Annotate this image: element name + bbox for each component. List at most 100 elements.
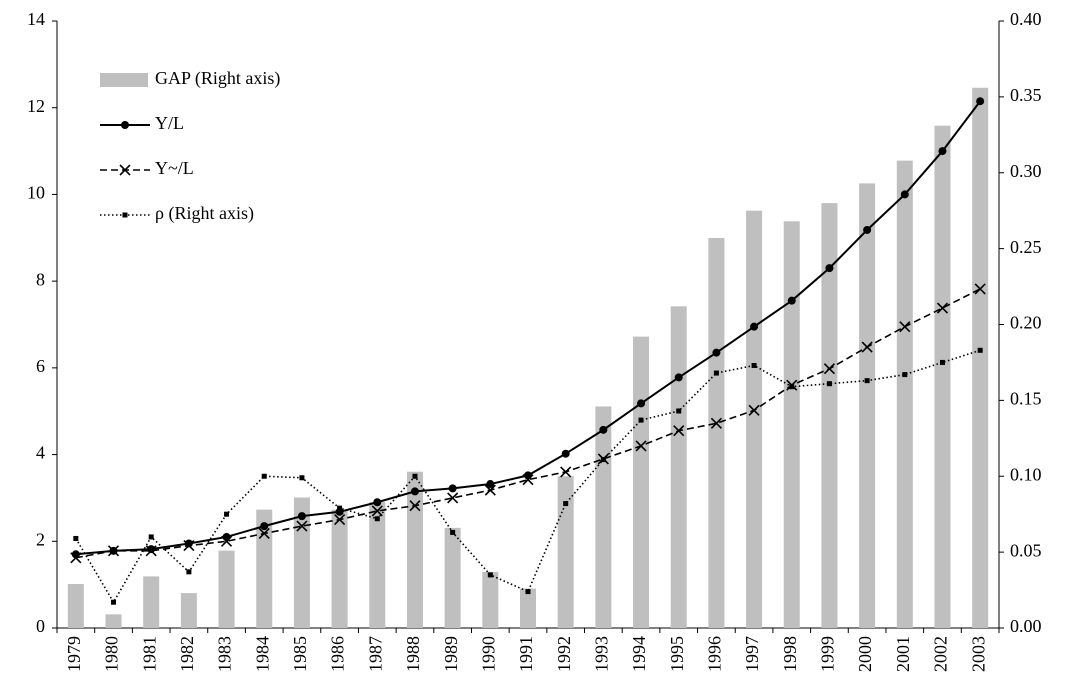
marker <box>111 599 117 605</box>
legend-marker <box>122 212 128 218</box>
bar <box>482 571 499 628</box>
bar <box>218 550 235 628</box>
marker <box>371 505 383 517</box>
y2-tick-label: 0.20 <box>1010 313 1042 333</box>
marker <box>635 440 647 452</box>
marker <box>563 501 569 507</box>
x-tick-label: 1984 <box>252 636 272 672</box>
marker <box>825 264 834 273</box>
marker <box>638 417 644 423</box>
marker <box>561 449 570 458</box>
bar <box>143 576 160 628</box>
bar <box>670 306 687 628</box>
bar <box>444 527 461 628</box>
marker <box>826 381 832 387</box>
y-tick-label: 10 <box>27 183 45 203</box>
marker <box>487 572 493 578</box>
bar <box>746 210 763 628</box>
legend-label: Y/L <box>155 113 184 133</box>
bar <box>557 476 574 628</box>
legend-marker <box>119 164 131 176</box>
marker <box>183 540 195 552</box>
y2-tick-label: 0.10 <box>1010 464 1042 484</box>
marker <box>447 492 459 504</box>
marker <box>787 296 796 305</box>
marker <box>710 417 722 429</box>
x-tick-label: 1997 <box>742 636 762 672</box>
marker <box>70 552 82 564</box>
marker <box>450 529 456 535</box>
bar <box>896 160 913 629</box>
marker <box>823 363 836 375</box>
marker <box>976 97 985 106</box>
marker <box>186 569 192 575</box>
bar <box>972 87 989 628</box>
y-tick-label: 0 <box>36 616 45 636</box>
bar <box>633 336 650 628</box>
x-tick-label: 2001 <box>893 636 913 672</box>
x-tick-label: 1989 <box>441 636 461 672</box>
marker <box>522 474 534 486</box>
marker <box>412 473 418 479</box>
x-tick-label: 2002 <box>931 636 951 672</box>
y2-tick-label: 0.25 <box>1010 237 1042 257</box>
x-tick-label: 1986 <box>328 636 348 672</box>
bar <box>331 509 348 628</box>
y-tick-label: 8 <box>36 269 45 289</box>
x-tick-label: 1979 <box>64 636 84 672</box>
marker <box>220 535 233 547</box>
marker <box>410 487 419 496</box>
marker <box>748 404 760 416</box>
x-tick-label: 1983 <box>215 636 235 672</box>
x-tick-label: 1994 <box>629 636 649 672</box>
legend-label: GAP (Right axis) <box>155 68 280 89</box>
marker <box>864 378 870 384</box>
marker <box>560 466 572 478</box>
y2-tick-label: 0.05 <box>1010 540 1042 560</box>
marker <box>861 341 873 353</box>
y2-tick-label: 0.35 <box>1010 85 1042 105</box>
marker <box>484 484 496 496</box>
x-tick-label: 1995 <box>667 636 687 672</box>
bar <box>256 509 273 628</box>
x-tick-label: 2000 <box>855 636 875 672</box>
marker <box>448 484 457 493</box>
marker <box>486 480 495 489</box>
marker <box>222 532 231 541</box>
marker <box>409 500 421 512</box>
marker <box>977 347 983 353</box>
x-tick-label: 1996 <box>705 636 725 672</box>
x-tick-label: 1999 <box>818 636 838 672</box>
marker <box>974 283 986 295</box>
bar <box>934 125 951 629</box>
marker <box>297 512 306 521</box>
x-tick-label: 1982 <box>177 636 197 672</box>
bar <box>708 238 725 628</box>
x-tick-label: 1993 <box>591 636 611 672</box>
bar <box>783 221 800 628</box>
x-tick-label: 1988 <box>403 636 423 672</box>
marker <box>674 373 683 382</box>
marker <box>260 522 269 531</box>
x-tick-label: 1980 <box>102 636 122 672</box>
marker <box>73 535 79 541</box>
line <box>75 288 981 559</box>
marker <box>750 322 759 331</box>
marker <box>599 425 608 434</box>
marker <box>899 321 911 333</box>
marker <box>751 362 757 368</box>
y-tick-label: 4 <box>36 443 45 463</box>
legend-label: Y~/L <box>155 158 194 178</box>
legend-swatch <box>100 73 148 87</box>
marker <box>712 348 721 357</box>
marker <box>261 473 267 479</box>
y2-tick-label: 0.15 <box>1010 389 1042 409</box>
bar <box>595 406 612 628</box>
marker <box>224 511 230 517</box>
legend-marker <box>121 121 129 129</box>
y2-tick-label: 0.00 <box>1010 616 1042 636</box>
bar <box>105 614 122 628</box>
y-tick-label: 6 <box>36 356 45 376</box>
legend-label: ρ (Right axis) <box>155 203 254 224</box>
